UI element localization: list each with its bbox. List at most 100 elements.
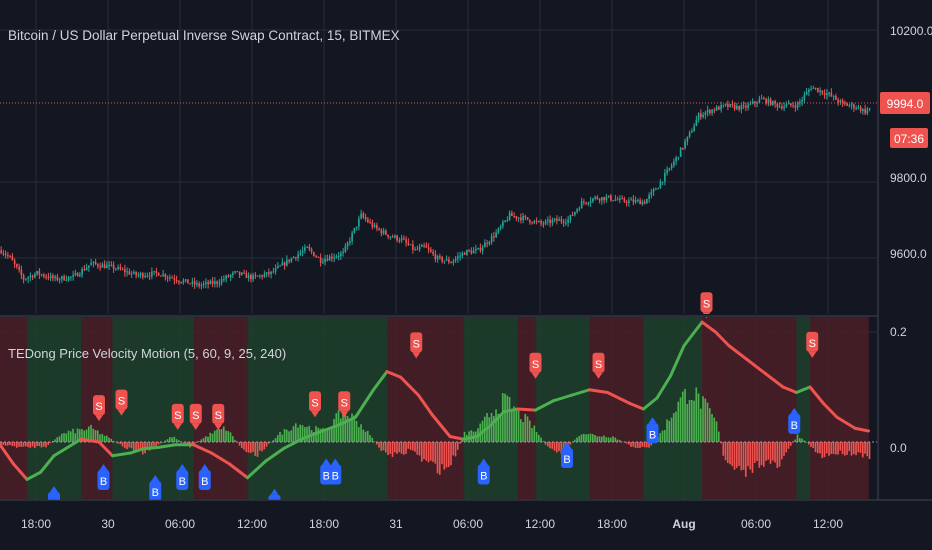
histogram-bar	[765, 442, 767, 461]
candle-body	[452, 260, 455, 263]
histogram-bar	[537, 434, 540, 442]
velocity-line-segment	[192, 443, 213, 455]
candle-body	[677, 157, 680, 159]
indicator-band	[715, 317, 719, 499]
candle-body	[191, 281, 194, 284]
candle-body	[166, 277, 169, 279]
buy-marker-label: B	[332, 471, 339, 483]
indicator-band	[758, 317, 761, 499]
indicator-band	[654, 317, 658, 499]
candle-body	[382, 230, 385, 234]
indicator-band	[598, 317, 602, 499]
candle-body	[396, 235, 398, 241]
indicator-band	[141, 317, 145, 499]
indicator-band	[490, 317, 494, 499]
indicator-band	[272, 317, 275, 499]
histogram-bar	[153, 442, 155, 447]
indicator-band	[369, 317, 372, 499]
histogram-bar	[105, 435, 108, 442]
indicator-band	[612, 317, 615, 499]
y-tick-9600: 9600.0	[890, 247, 927, 261]
indicator-band	[731, 317, 734, 499]
histogram-bar	[324, 431, 326, 442]
candle-body	[430, 249, 432, 252]
price-axis[interactable]	[878, 0, 932, 550]
indicator-band	[861, 317, 865, 499]
indicator-band	[474, 317, 478, 499]
histogram-bar	[803, 440, 806, 442]
indicator-band	[483, 317, 487, 499]
velocity-line-segment	[808, 385, 825, 405]
histogram-bar	[13, 442, 16, 447]
histogram-bar	[33, 442, 36, 449]
candle-body	[117, 266, 119, 269]
histogram-bar	[317, 427, 320, 442]
time-axis[interactable]	[0, 500, 932, 550]
candle-body	[220, 279, 223, 284]
histogram-bar	[301, 425, 304, 442]
histogram-bar	[627, 442, 630, 445]
sell-marker	[212, 403, 225, 424]
candle-body	[729, 104, 731, 107]
histogram-bar	[812, 442, 815, 448]
histogram-bar	[402, 442, 405, 455]
candle-body	[774, 101, 776, 104]
indicator-band	[801, 317, 804, 499]
indicator-band	[355, 317, 359, 499]
histogram-bar	[346, 415, 349, 442]
candle-body	[574, 211, 576, 216]
candle-body	[326, 259, 329, 261]
histogram-bar	[591, 434, 594, 442]
candle-body	[207, 282, 209, 285]
candle-body	[164, 274, 167, 278]
indicator-band	[301, 317, 305, 499]
histogram-bar	[794, 439, 797, 442]
indicator-band	[819, 317, 822, 499]
histogram-bar	[261, 442, 263, 452]
marker-pointer	[151, 475, 160, 481]
candle-body	[11, 256, 14, 261]
histogram-bar	[267, 442, 270, 444]
candle-body	[234, 271, 236, 273]
buy-marker-label: B	[480, 471, 487, 483]
candle-body	[666, 169, 668, 174]
velocity-line-segment	[475, 424, 492, 438]
candle-body	[373, 225, 376, 227]
indicator-band	[456, 317, 460, 499]
candle-body	[792, 105, 794, 107]
indicator-band	[461, 317, 464, 499]
candle-body	[72, 274, 74, 277]
indicator-band	[510, 317, 514, 499]
histogram-bar	[20, 442, 23, 447]
indicator-band	[36, 317, 39, 499]
indicator-band	[675, 317, 678, 499]
indicator-band	[270, 317, 273, 499]
buy-marker	[198, 470, 211, 490]
indicator-band	[839, 317, 842, 499]
candle-body	[520, 217, 522, 221]
indicator-band	[821, 317, 824, 499]
candle-body	[702, 114, 704, 118]
indicator-band	[162, 317, 165, 499]
indicator-band	[816, 317, 820, 499]
indicator-band	[33, 317, 37, 499]
candle-body	[479, 247, 482, 251]
indicator-band	[580, 317, 584, 499]
candle-body	[151, 271, 153, 277]
histogram-bar	[375, 442, 378, 445]
indicator-band	[267, 317, 271, 499]
candle-body	[569, 214, 572, 220]
candle-body	[126, 271, 128, 273]
histogram-bar	[825, 442, 828, 454]
histogram-bar	[166, 439, 169, 442]
histogram-bar	[425, 442, 428, 461]
indicator-band	[364, 317, 368, 499]
histogram-bar	[758, 442, 761, 468]
histogram-bar	[450, 442, 452, 466]
indicator-band	[72, 317, 75, 499]
indicator-band	[135, 317, 138, 499]
histogram-bar	[828, 442, 830, 456]
candle-body	[121, 269, 124, 271]
candle-body	[835, 95, 837, 100]
